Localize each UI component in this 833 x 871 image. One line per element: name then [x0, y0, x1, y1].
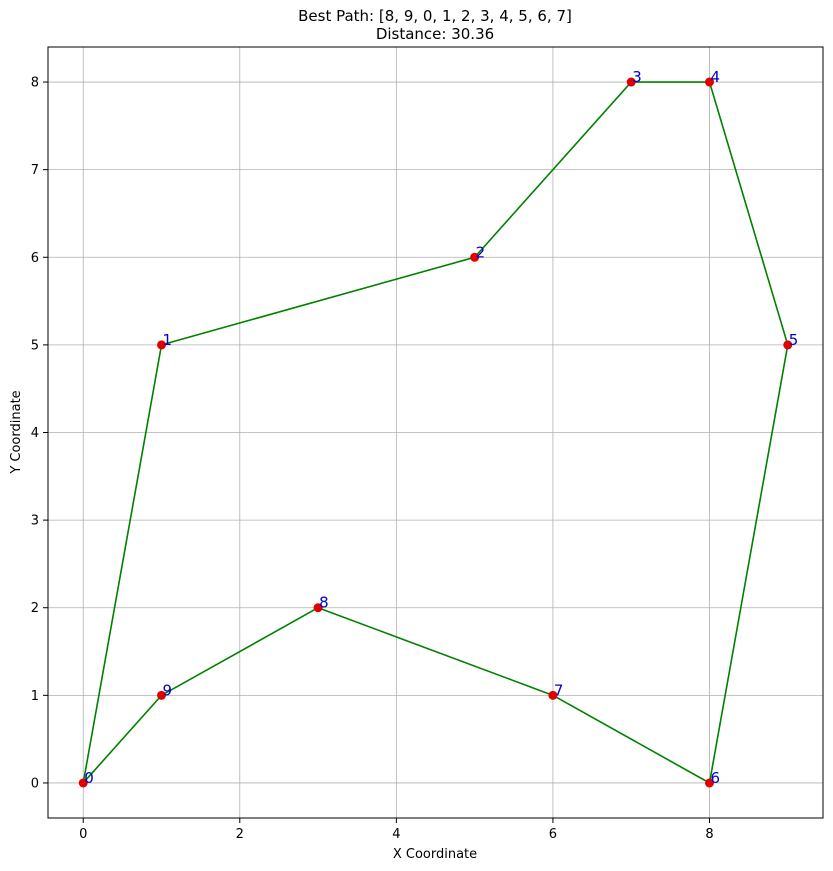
point	[704, 77, 714, 87]
y-tick-label: 2	[31, 601, 39, 616]
y-tick-label: 1	[31, 689, 39, 704]
x-tick-label: 8	[705, 827, 713, 842]
point	[157, 690, 167, 700]
point-label: 3	[632, 68, 642, 86]
point-label: 5	[789, 331, 799, 349]
point	[78, 778, 88, 788]
y-tick-label: 8	[31, 76, 39, 91]
point	[783, 340, 793, 350]
y-tick-label: 0	[31, 776, 39, 791]
chart-title: Best Path: [8, 9, 0, 1, 2, 3, 4, 5, 6, 7…	[298, 7, 572, 25]
point	[704, 778, 714, 788]
point	[470, 252, 480, 262]
point-label: 6	[710, 769, 720, 787]
x-tick-label: 0	[79, 827, 87, 842]
point	[157, 340, 167, 350]
point	[313, 603, 323, 613]
y-axis-label: Y Coordinate	[9, 390, 24, 474]
point-label: 9	[163, 681, 173, 699]
x-tick-label: 2	[236, 827, 244, 842]
chart-subtitle: Distance: 30.36	[376, 25, 494, 43]
x-tick-label: 4	[392, 827, 400, 842]
point	[626, 77, 636, 87]
x-tick-label: 6	[549, 827, 557, 842]
point-label: 8	[319, 594, 329, 612]
y-tick-label: 7	[31, 163, 39, 178]
axes-frame	[47, 46, 824, 819]
point	[548, 690, 558, 700]
y-tick-label: 3	[31, 514, 39, 529]
x-axis-label: X Coordinate	[393, 847, 477, 862]
y-tick-label: 4	[31, 426, 39, 441]
y-tick-label: 5	[31, 338, 39, 353]
point-label: 1	[163, 331, 173, 349]
y-tick-label: 6	[31, 251, 39, 266]
point-label: 2	[476, 243, 486, 261]
point-label: 7	[554, 681, 564, 699]
point-label: 0	[84, 769, 94, 787]
point-label: 4	[710, 68, 720, 86]
